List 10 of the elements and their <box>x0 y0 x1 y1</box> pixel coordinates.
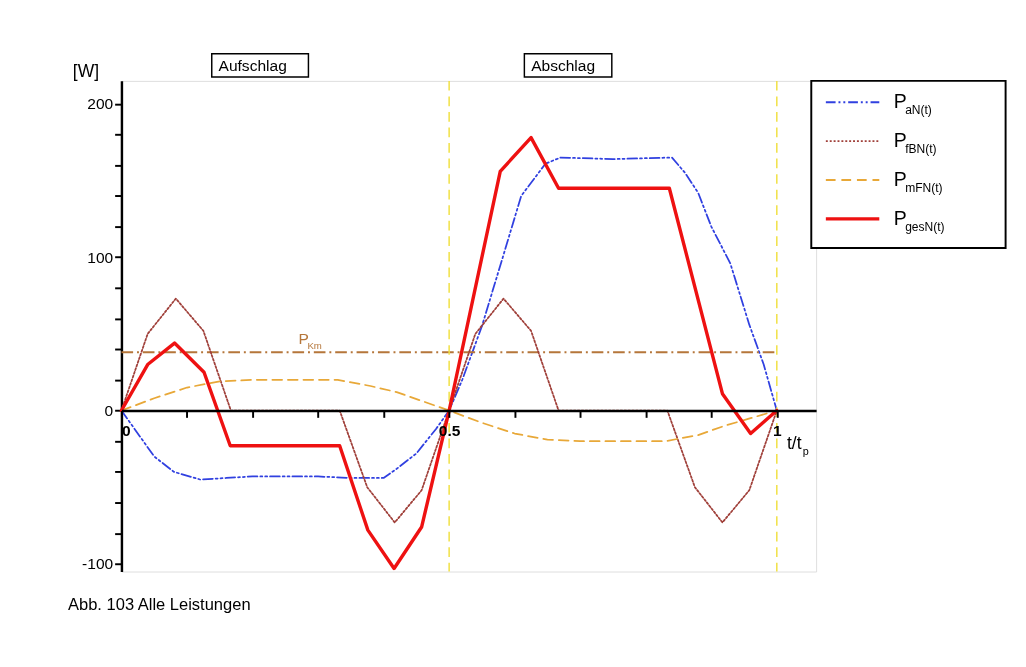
y-tick-label: 200 <box>87 95 114 113</box>
text: Abschlag <box>531 57 596 75</box>
y-tick-label: 100 <box>87 248 114 266</box>
y-axis-title: [W] <box>72 60 100 81</box>
y-tick-label: 0 <box>104 401 114 419</box>
x-tick-label: 0 <box>121 422 131 440</box>
text: Aufschlag <box>218 57 287 75</box>
y-tick-label: -100 <box>82 555 114 573</box>
x-tick-label: 1 <box>772 422 782 440</box>
caption: Abb. 103 Alle Leistungen <box>68 595 251 614</box>
